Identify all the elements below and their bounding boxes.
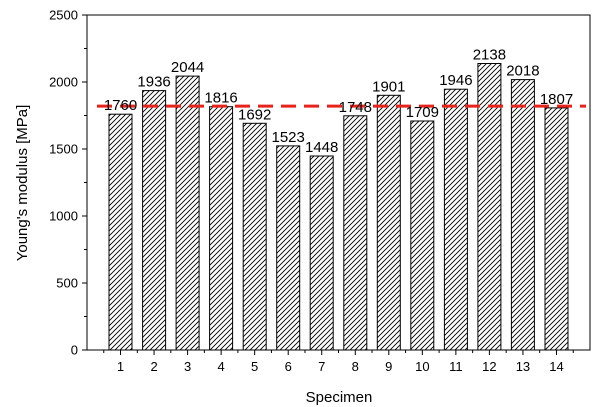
data-label-9: 1901 (372, 78, 405, 95)
x-tick-label-2: 2 (150, 359, 157, 374)
data-label-4: 1816 (204, 90, 237, 107)
y-tick-label: 1000 (49, 209, 78, 224)
data-label-2: 1936 (137, 74, 170, 91)
bar-14 (544, 107, 569, 351)
x-tick-label-5: 5 (251, 359, 258, 374)
bar-13 (510, 79, 535, 351)
y-tick-label: 1500 (49, 142, 78, 157)
data-label-6: 1523 (272, 129, 305, 146)
bar-7 (309, 155, 334, 351)
x-tick-label-6: 6 (285, 359, 292, 374)
x-tick-label-14: 14 (549, 359, 563, 374)
bar-8 (343, 115, 368, 351)
bar-9 (376, 94, 401, 351)
data-label-12: 2138 (473, 47, 506, 64)
bars-group (108, 63, 569, 351)
x-tick-label-13: 13 (516, 359, 530, 374)
bar-1 (108, 113, 133, 351)
y-axis-title: Young's modulus [MPa] (14, 105, 31, 262)
bar-5 (242, 122, 267, 351)
bar-4 (209, 106, 234, 351)
data-label-3: 2044 (171, 59, 204, 76)
data-label-13: 2018 (506, 63, 539, 80)
x-tick-label-10: 10 (415, 359, 429, 374)
bar-6 (276, 145, 301, 351)
x-axis-title: Specimen (306, 389, 373, 406)
x-tick-label-9: 9 (385, 359, 392, 374)
bar-10 (410, 120, 435, 351)
data-label-5: 1692 (238, 106, 271, 123)
data-label-14: 1807 (540, 91, 573, 108)
bar-3 (175, 75, 200, 351)
data-label-11: 1946 (439, 72, 472, 89)
x-tick-label-11: 11 (449, 359, 463, 374)
data-label-8: 1748 (339, 99, 372, 116)
y-tick-label: 500 (56, 276, 78, 291)
y-tick-label: 2000 (49, 75, 78, 90)
bar-11 (443, 88, 468, 351)
data-label-10: 1709 (406, 104, 439, 121)
bar-2 (142, 90, 167, 351)
x-tick-label-1: 1 (117, 359, 124, 374)
x-tick-label-12: 12 (482, 359, 496, 374)
y-tick-label: 2500 (49, 8, 78, 23)
x-tick-label-7: 7 (318, 359, 325, 374)
x-tick-label-4: 4 (218, 359, 225, 374)
x-tick-label-8: 8 (352, 359, 359, 374)
y-tick-label: 0 (71, 343, 78, 358)
data-label-7: 1448 (305, 139, 338, 156)
data-label-1: 1760 (104, 97, 137, 114)
x-tick-label-3: 3 (184, 359, 191, 374)
